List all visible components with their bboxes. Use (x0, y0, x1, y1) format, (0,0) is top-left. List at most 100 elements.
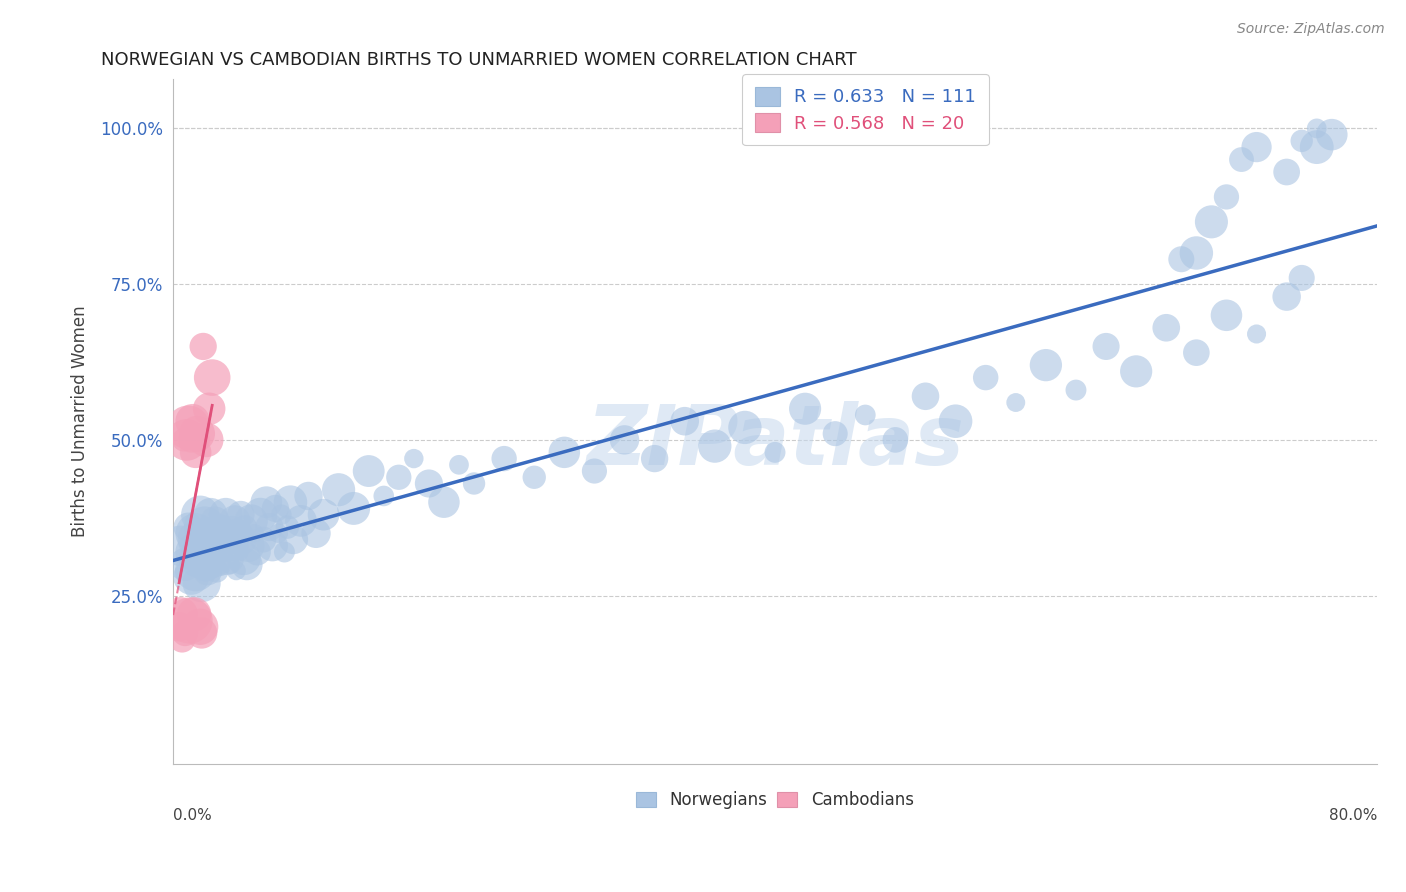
Point (224, 514, 246, 528)
Point (207, 539, 229, 553)
Point (188, 508, 211, 522)
Point (198, 401, 221, 416)
Point (763, 445, 786, 459)
Point (212, 526, 235, 541)
Point (225, 564, 247, 578)
Point (218, 533, 240, 547)
Point (228, 545, 250, 559)
Point (1064, 383, 1087, 397)
Point (205, 564, 228, 578)
Point (194, 520, 217, 534)
Point (523, 470, 546, 484)
Point (233, 520, 256, 534)
Point (267, 526, 290, 541)
Point (243, 526, 266, 541)
Point (853, 408, 876, 422)
Point (186, 533, 208, 547)
Point (252, 533, 274, 547)
Point (249, 508, 271, 522)
Point (219, 558, 242, 572)
Point (221, 520, 243, 534)
Point (217, 551, 239, 566)
Point (1185, 246, 1208, 260)
Point (246, 545, 269, 559)
Point (1170, 252, 1192, 267)
Point (1215, 190, 1237, 204)
Point (174, 558, 197, 572)
Text: 0.0%: 0.0% (173, 808, 212, 823)
Point (1246, 326, 1268, 341)
Point (179, 614, 201, 628)
Point (254, 495, 277, 509)
Point (177, 420, 200, 434)
Point (183, 545, 205, 559)
Point (734, 420, 756, 434)
Point (195, 433, 218, 447)
Point (222, 539, 245, 553)
Y-axis label: Births to Unmarried Women: Births to Unmarried Women (72, 305, 89, 537)
Point (644, 451, 666, 466)
Point (180, 570, 202, 584)
Point (1125, 364, 1147, 378)
Point (167, 620, 190, 634)
Point (198, 526, 221, 541)
Point (1275, 165, 1298, 179)
Point (447, 458, 470, 472)
Point (238, 539, 260, 553)
Point (231, 533, 253, 547)
Point (553, 445, 575, 459)
Point (1095, 339, 1118, 353)
Point (211, 545, 233, 559)
Point (184, 526, 207, 541)
Point (343, 501, 366, 516)
Point (208, 558, 231, 572)
Point (1035, 358, 1057, 372)
Point (1185, 345, 1208, 359)
Point (262, 539, 284, 553)
Text: 80.0%: 80.0% (1329, 808, 1376, 823)
Point (236, 558, 259, 572)
Point (463, 476, 485, 491)
Point (169, 607, 191, 622)
Point (373, 489, 395, 503)
Point (193, 339, 215, 353)
Point (1320, 128, 1343, 142)
Point (418, 476, 440, 491)
Point (270, 508, 292, 522)
Point (673, 414, 696, 428)
Point (174, 626, 197, 640)
Point (183, 607, 205, 622)
Point (613, 433, 636, 447)
Point (402, 451, 425, 466)
Point (181, 414, 204, 428)
Point (388, 470, 411, 484)
Point (276, 520, 298, 534)
Point (884, 433, 907, 447)
Point (1230, 153, 1253, 167)
Point (794, 401, 817, 416)
Point (188, 620, 211, 634)
Point (259, 520, 281, 534)
Point (187, 433, 209, 447)
Point (583, 464, 606, 478)
Point (914, 389, 936, 403)
Point (290, 514, 312, 528)
Point (283, 533, 305, 547)
Point (1306, 121, 1329, 136)
Legend: Norwegians, Cambodians: Norwegians, Cambodians (628, 782, 922, 817)
Point (200, 508, 222, 522)
Point (312, 508, 335, 522)
Point (176, 433, 198, 447)
Point (232, 551, 254, 566)
Text: NORWEGIAN VS CAMBODIAN BIRTHS TO UNMARRIED WOMEN CORRELATION CHART: NORWEGIAN VS CAMBODIAN BIRTHS TO UNMARRI… (101, 51, 856, 69)
Point (209, 520, 232, 534)
Point (200, 545, 222, 559)
Point (201, 551, 224, 566)
Point (1004, 395, 1026, 409)
Point (193, 539, 215, 553)
Point (190, 576, 212, 591)
Point (824, 426, 846, 441)
Point (273, 545, 295, 559)
Point (1154, 320, 1177, 334)
Point (305, 526, 328, 541)
